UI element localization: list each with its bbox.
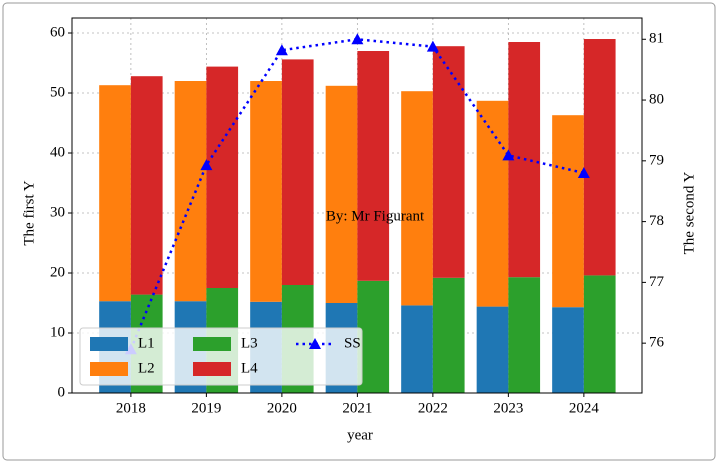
bar-segment <box>99 85 131 302</box>
x-tick-label: 2021 <box>342 400 372 416</box>
legend-label: L1 <box>138 335 155 351</box>
x-axis-label: year <box>347 427 373 443</box>
y2-axis-label: The second Y <box>681 171 697 254</box>
legend-swatch <box>90 362 128 376</box>
marker <box>502 149 515 161</box>
bar-segment <box>325 85 358 303</box>
legend-swatch <box>193 362 231 376</box>
x-tick-label: 2024 <box>569 400 600 416</box>
bar-segment <box>357 51 390 281</box>
bar-segment <box>401 305 433 393</box>
y-tick-label: 10 <box>50 324 65 340</box>
annotation: By: Mr Figurant <box>326 208 425 224</box>
bar-segment <box>583 275 616 393</box>
y2-tick-label: 76 <box>649 335 665 351</box>
bar-segment <box>552 307 584 393</box>
bar-segment <box>206 66 239 288</box>
y-tick-label: 0 <box>58 384 66 400</box>
y-tick-label: 50 <box>50 84 65 100</box>
y-axis-label: The first Y <box>21 180 37 245</box>
y-tick-label: 40 <box>50 144 65 160</box>
marker <box>200 159 213 171</box>
x-tick-label: 2023 <box>493 400 523 416</box>
legend-marker <box>309 338 321 349</box>
marker <box>577 166 590 178</box>
legend-label: SS <box>344 335 361 351</box>
y-tick-label: 20 <box>50 264 65 280</box>
legend-box <box>79 327 363 386</box>
axes-frame <box>71 17 643 394</box>
legend-label: L3 <box>241 335 258 351</box>
bar-segment <box>583 39 616 276</box>
bar-segment <box>250 81 282 302</box>
y2-tick-label: 78 <box>649 213 664 229</box>
bar-segment <box>357 280 390 393</box>
y-tick-label: 30 <box>50 204 65 220</box>
marker <box>426 40 439 52</box>
bar-segment <box>130 76 163 295</box>
bar-segment <box>476 306 509 393</box>
y2-tick-label: 80 <box>649 91 664 107</box>
bar-segment <box>552 115 584 308</box>
legend-label: L2 <box>138 360 155 376</box>
legend-label: L4 <box>241 360 258 376</box>
bar-segment <box>432 46 465 278</box>
x-tick-label: 2019 <box>191 400 221 416</box>
x-tick-label: 2020 <box>267 400 297 416</box>
x-tick-label: 2018 <box>116 400 146 416</box>
bar-segment <box>174 81 207 302</box>
legend-swatch <box>193 337 231 351</box>
marker <box>351 33 364 45</box>
bar-segment <box>432 277 465 393</box>
bar-segment <box>281 59 314 286</box>
y2-tick-label: 81 <box>649 31 664 47</box>
x-tick-label: 2022 <box>418 400 448 416</box>
bar-segment <box>476 100 509 307</box>
legend-swatch <box>90 337 128 351</box>
y-tick-label: 60 <box>50 24 65 40</box>
y2-tick-label: 79 <box>649 152 664 168</box>
bar-segment <box>508 277 541 393</box>
marker <box>275 44 288 56</box>
y2-tick-label: 77 <box>649 274 665 290</box>
bar-segment <box>401 91 433 306</box>
